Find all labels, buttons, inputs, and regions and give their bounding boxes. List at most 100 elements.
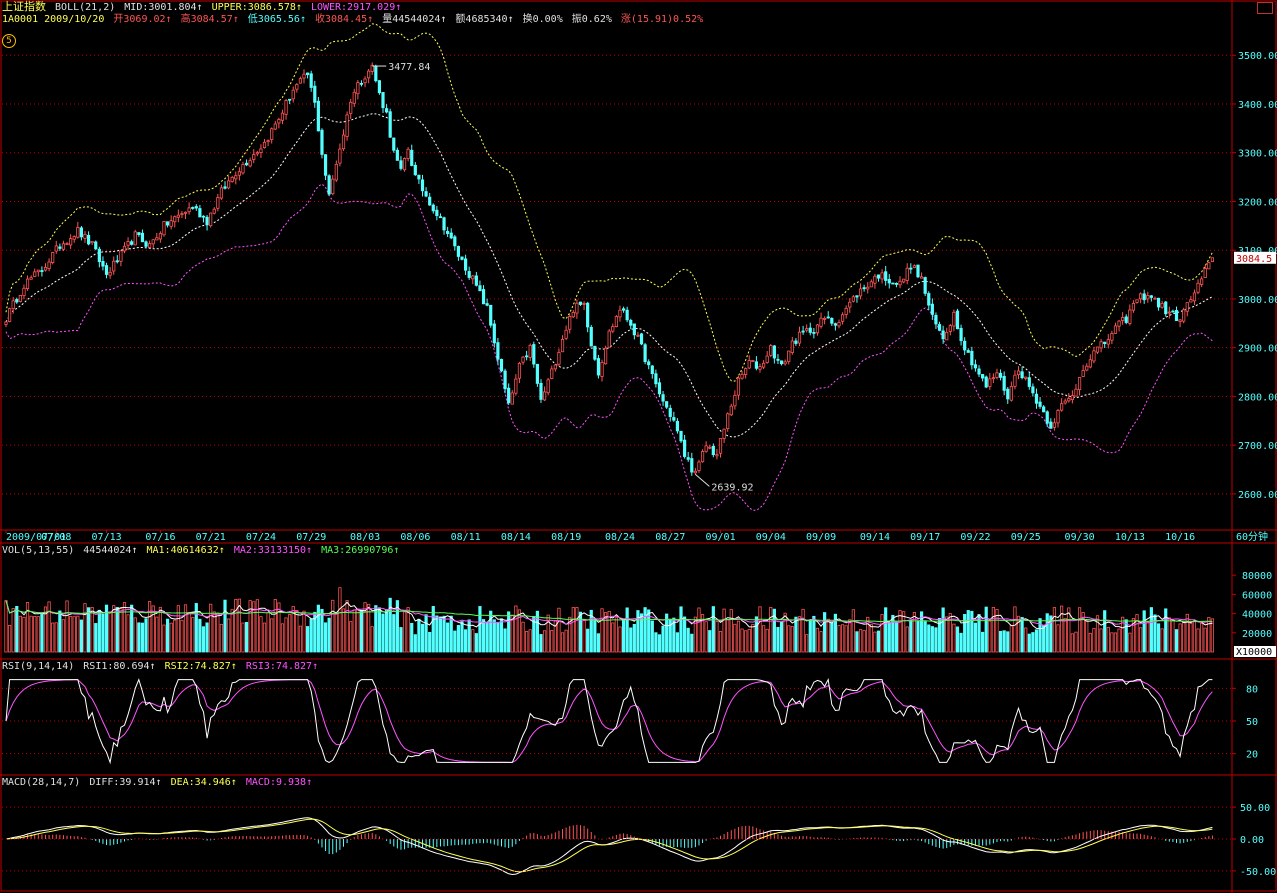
- volume-bar: [1121, 616, 1125, 653]
- volume-bar: [176, 605, 180, 653]
- candle-body: [338, 148, 342, 164]
- volume-bar: [144, 618, 148, 653]
- xaxis-label: 09/25: [1011, 532, 1041, 543]
- volume-bar: [636, 610, 640, 653]
- volume-bar: [489, 610, 493, 653]
- candle-body: [1074, 388, 1078, 397]
- candle-body: [122, 245, 127, 252]
- vol-ma3-line: [5, 600, 1213, 623]
- low-value: 低3065.56↑: [247, 14, 306, 25]
- volume-bar: [629, 627, 633, 653]
- volume-bar: [568, 616, 572, 653]
- candle-body: [359, 82, 364, 85]
- volume-bar: [787, 625, 791, 653]
- volume-bar: [919, 611, 924, 653]
- candle-body: [758, 366, 762, 370]
- candle-body: [428, 196, 432, 206]
- candle-body: [1067, 398, 1071, 402]
- volume-bar: [54, 622, 58, 653]
- candle-body: [560, 339, 565, 353]
- volume-bar: [7, 625, 12, 653]
- volume-bar: [384, 609, 389, 653]
- volume-bar: [830, 622, 834, 653]
- volume-bar: [356, 608, 360, 653]
- candle-body: [456, 246, 461, 257]
- candle-body: [288, 98, 292, 101]
- candle-body: [1020, 371, 1024, 379]
- volume-bar: [1074, 631, 1078, 653]
- volume-bar: [1092, 628, 1096, 653]
- candle-body: [808, 327, 812, 333]
- candle-body: [1164, 301, 1168, 315]
- candle-body: [1006, 388, 1010, 400]
- candle-body: [553, 364, 557, 370]
- volume-bar: [230, 609, 234, 653]
- volume-bar: [115, 607, 119, 653]
- candle-body: [514, 378, 518, 394]
- candle-body: [837, 322, 841, 327]
- period-circle-icon[interactable]: 5: [2, 34, 16, 48]
- candle-body: [535, 363, 539, 384]
- candle-body: [237, 171, 241, 176]
- candle-body: [15, 299, 19, 303]
- candle-body: [277, 119, 281, 124]
- candle-body: [873, 275, 877, 284]
- volume-bar: [995, 609, 999, 653]
- candle-body: [158, 233, 162, 240]
- volume-bar: [277, 602, 281, 653]
- candle-body: [898, 280, 902, 286]
- candle-body: [647, 361, 651, 366]
- candle-body: [137, 232, 141, 236]
- volume-bar: [1131, 618, 1136, 653]
- candle-body: [611, 326, 615, 332]
- candle-body: [510, 392, 514, 405]
- volume-bar: [1002, 630, 1006, 653]
- candle-body: [47, 261, 51, 270]
- price-tick-label: 2600.00: [1238, 490, 1277, 501]
- candle-body: [108, 271, 112, 276]
- volume-bar: [909, 619, 913, 653]
- candle-body: [374, 65, 378, 82]
- xaxis-label: 09/14: [860, 532, 890, 543]
- candle-body: [905, 267, 909, 281]
- volume-bar: [797, 616, 802, 653]
- candle-body: [1049, 421, 1053, 429]
- macd-value: MACD:9.938↑: [245, 777, 313, 788]
- candle-body: [586, 302, 590, 328]
- volume-bar: [1160, 628, 1164, 653]
- window-toggle-icon[interactable]: [1257, 2, 1273, 14]
- candle-body: [499, 358, 504, 372]
- boll-lower-line: [5, 183, 1213, 511]
- candle-body: [708, 446, 712, 449]
- candle-body: [86, 234, 91, 245]
- volume-bar: [981, 631, 985, 653]
- candle-body: [955, 310, 960, 330]
- volume-bar: [395, 600, 399, 653]
- volume-bar: [413, 634, 417, 653]
- volume-bar: [15, 605, 19, 653]
- candle-body: [478, 285, 482, 292]
- candle-body: [280, 112, 285, 121]
- xaxis-label: 08/19: [551, 532, 581, 543]
- volume-bar: [876, 630, 881, 653]
- volume-bar: [708, 630, 712, 653]
- volume-bar: [97, 609, 101, 653]
- volume-bar: [449, 615, 453, 653]
- candle-body: [550, 368, 554, 379]
- quote-header: 1A0001 2009/10/20 开3069.02↑ 高3084.57↑ 低3…: [2, 14, 706, 26]
- volume-bar: [474, 633, 478, 653]
- volume-bar: [1189, 623, 1193, 653]
- volume-bar: [783, 612, 787, 653]
- candle-body: [492, 323, 496, 344]
- candle-body: [654, 373, 658, 385]
- turnover-value: 换0.00%: [522, 14, 563, 25]
- candle-body: [295, 84, 299, 90]
- volume-bar: [471, 629, 475, 653]
- volume-bar: [618, 626, 622, 653]
- candle-body: [1092, 350, 1096, 362]
- volume-bar: [148, 601, 152, 653]
- volume-bar: [675, 632, 680, 653]
- xaxis-label: 08/27: [655, 532, 685, 543]
